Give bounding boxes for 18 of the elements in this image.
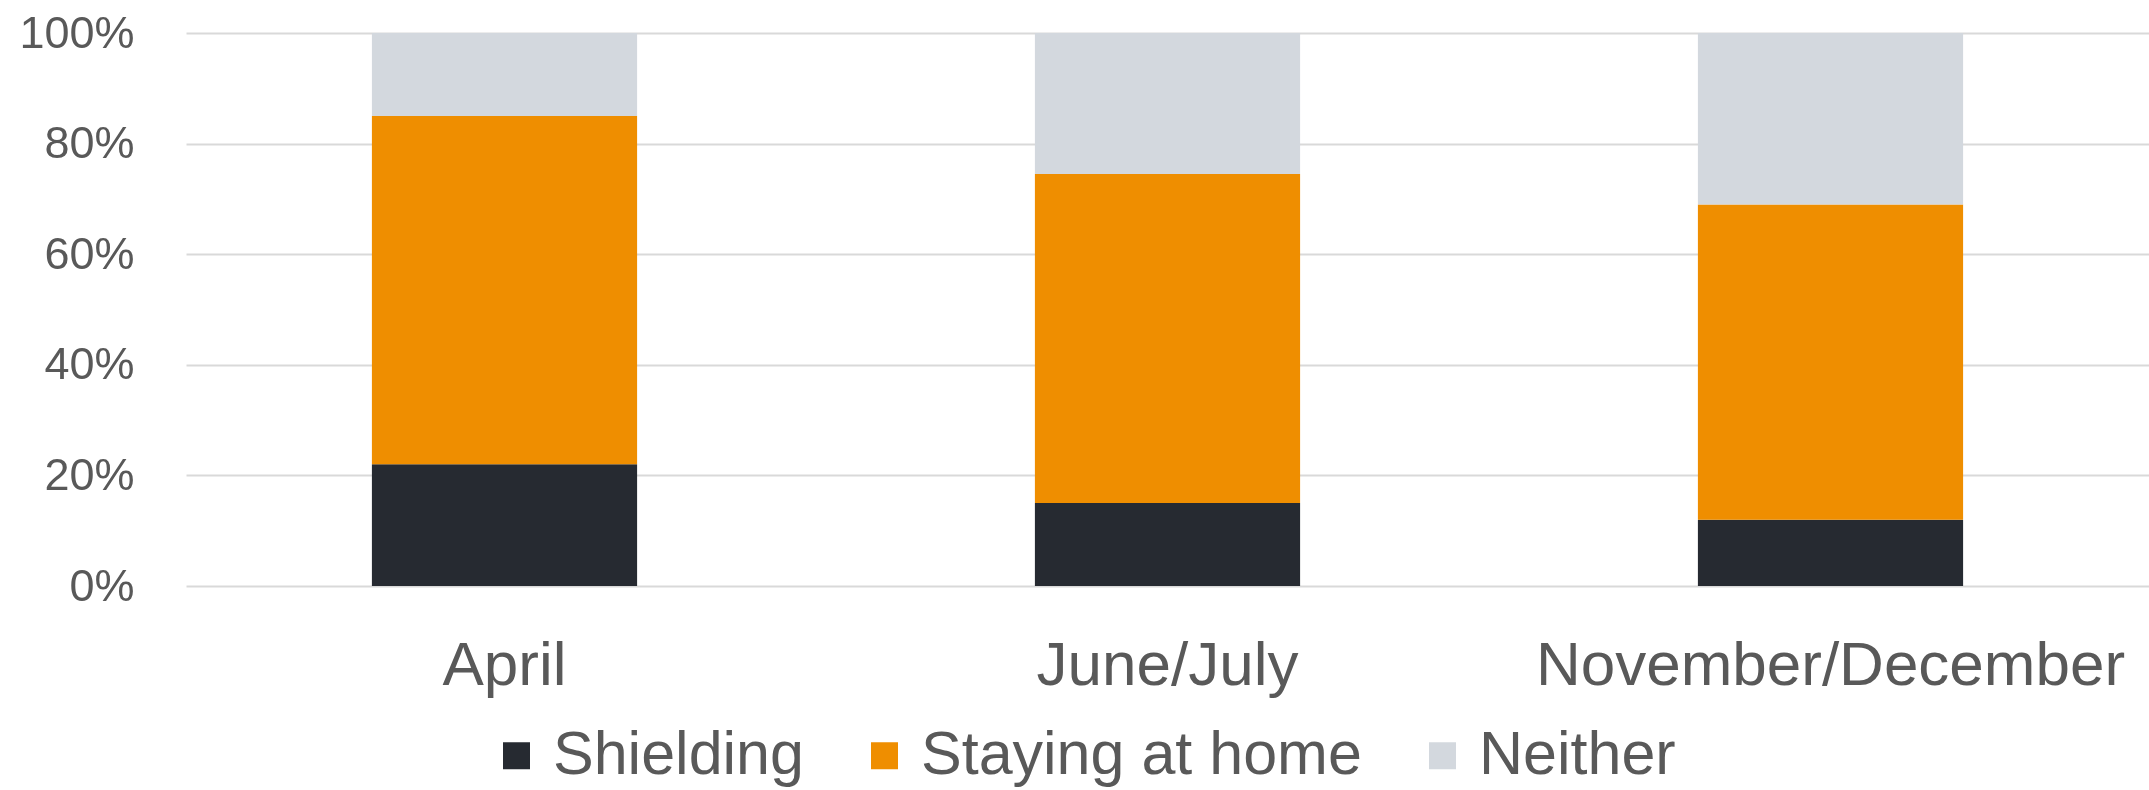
- bar: [1697, 204, 1964, 520]
- legend-label: Staying at home: [921, 718, 1362, 787]
- y-tick-label: 20%: [44, 448, 135, 500]
- y-tick-label: 80%: [44, 117, 135, 169]
- bar: [371, 115, 638, 465]
- x-tick-label: April: [442, 628, 567, 698]
- y-tick-label: 100%: [19, 6, 135, 58]
- bar: [1034, 503, 1301, 586]
- x-tick-label: June/July: [1036, 628, 1299, 698]
- y-tick-label: 40%: [44, 338, 135, 390]
- y-tick-label: 60%: [44, 227, 135, 279]
- y-tick-label: 0%: [69, 559, 135, 611]
- bar: [1034, 174, 1301, 504]
- legend-label: Shielding: [553, 718, 804, 787]
- legend-label: Neither: [1479, 718, 1676, 787]
- bar: [1697, 519, 1964, 586]
- x-tick-label: November/December: [1535, 628, 2126, 698]
- bar: [371, 464, 638, 586]
